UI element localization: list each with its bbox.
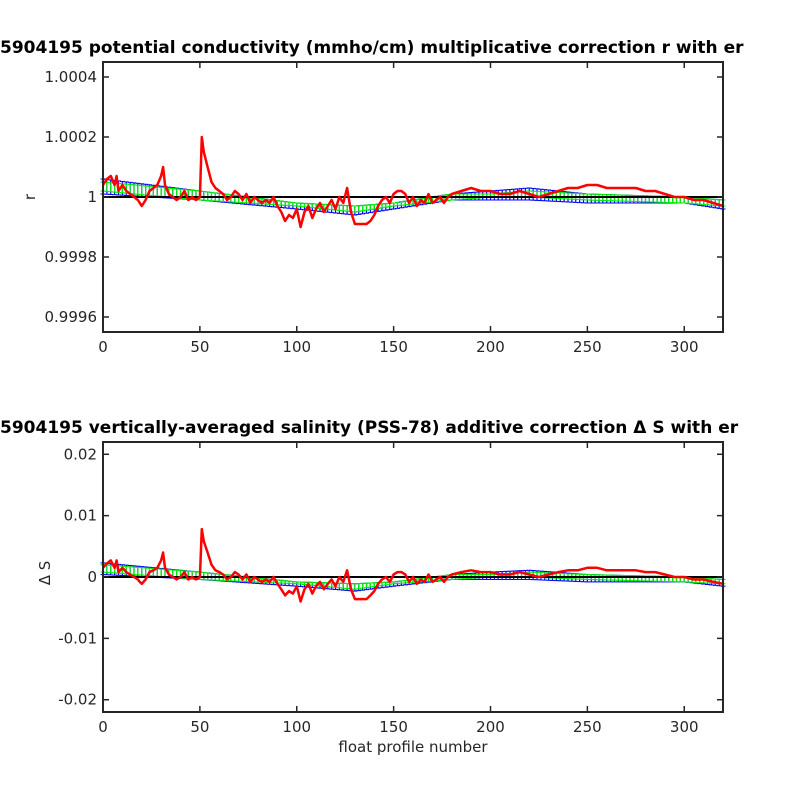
y-tick-label: -0.01 — [58, 629, 97, 647]
x-tick-label: 200 — [476, 338, 505, 356]
y-axis: 0.9996 0.9998 1 1.0002 1.0004 — [45, 68, 723, 326]
x-axis-label: float profile number — [338, 738, 488, 756]
series-line — [101, 135, 724, 229]
x-axis: 0 50 100 150 200 250 300 — [98, 62, 699, 356]
y-tick-label: 0.02 — [64, 445, 97, 463]
x-tick-label: 150 — [379, 338, 408, 356]
y-axis-label: r — [21, 193, 39, 200]
x-tick-label: 100 — [282, 338, 311, 356]
y-tick-label: 0 — [87, 568, 97, 586]
x-tick-label: 50 — [190, 718, 209, 736]
x-axis: 0 50 100 150 200 250 300 — [98, 442, 699, 736]
y-tick-label: 1.0004 — [45, 68, 98, 86]
correction-line — [102, 527, 724, 603]
correction-line — [101, 135, 724, 229]
x-tick-label: 200 — [476, 718, 505, 736]
x-tick-label: 50 — [190, 338, 209, 356]
panel-conductivity: 5904195 potential conductivity (mmho/cm)… — [0, 38, 744, 356]
chart-title: 5904195 potential conductivity (mmho/cm)… — [0, 38, 744, 58]
series-line — [102, 527, 724, 603]
y-axis-label: Δ S — [36, 561, 54, 586]
y-axis: -0.02 -0.01 0 0.01 0.02 — [58, 445, 723, 709]
x-tick-label: 250 — [573, 718, 602, 736]
x-tick-label: 100 — [282, 718, 311, 736]
y-tick-label: 0.9998 — [45, 248, 98, 266]
x-tick-label: 300 — [670, 338, 699, 356]
x-tick-label: 150 — [379, 718, 408, 736]
y-tick-label: 1.0002 — [45, 128, 98, 146]
y-tick-label: 0.9996 — [45, 308, 98, 326]
chart-title: 5904195 vertically-averaged salinity (PS… — [0, 418, 739, 438]
y-tick-label: 0.01 — [64, 507, 97, 525]
panel-salinity: 5904195 vertically-averaged salinity (PS… — [0, 418, 739, 756]
x-tick-label: 0 — [98, 718, 108, 736]
y-tick-label: -0.02 — [58, 691, 97, 709]
x-tick-label: 0 — [98, 338, 108, 356]
x-tick-label: 300 — [670, 718, 699, 736]
y-tick-label: 1 — [87, 188, 97, 206]
x-tick-label: 250 — [573, 338, 602, 356]
